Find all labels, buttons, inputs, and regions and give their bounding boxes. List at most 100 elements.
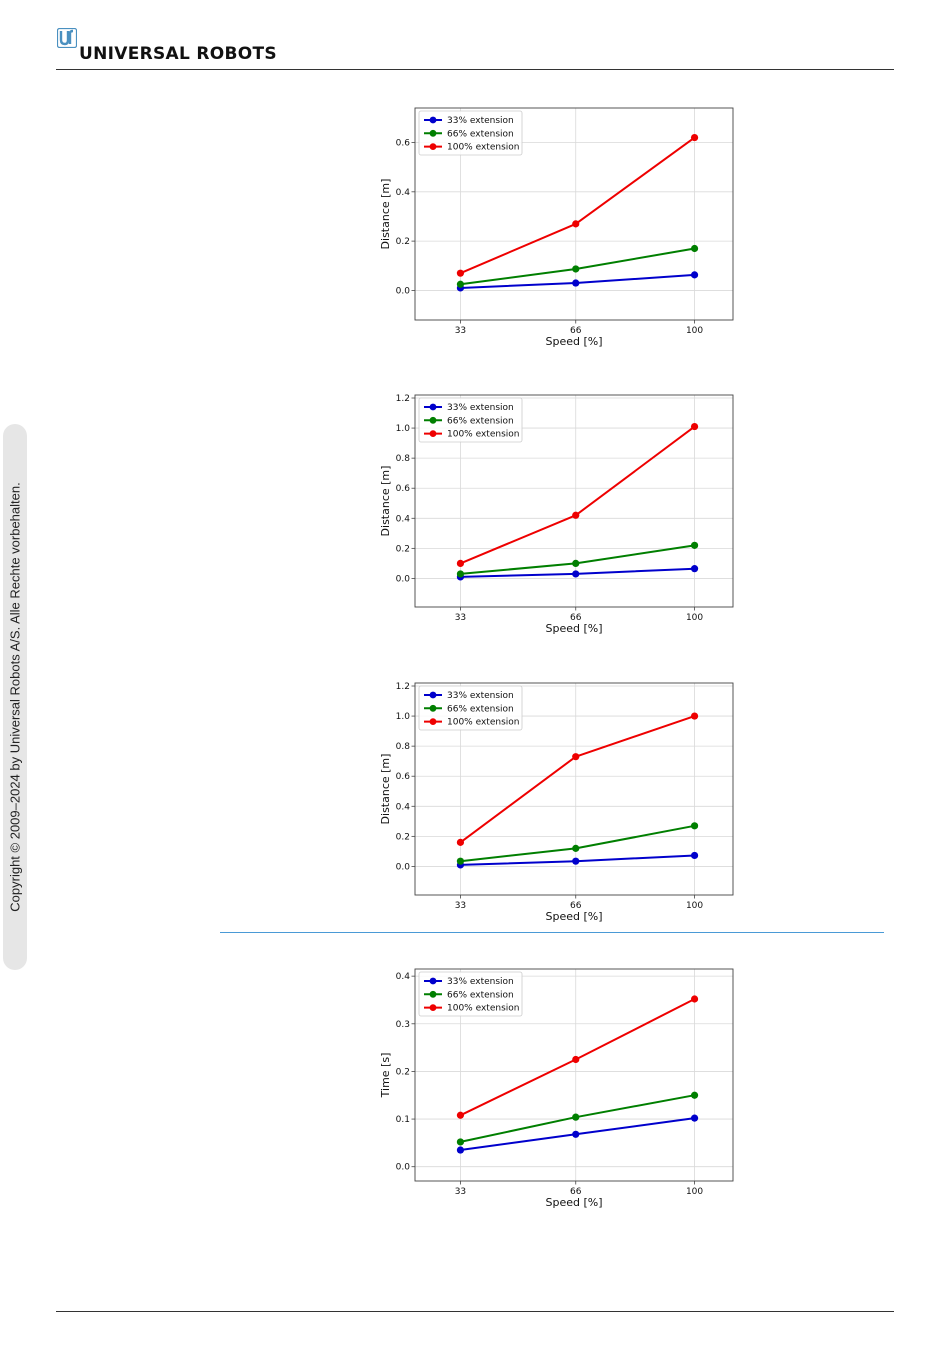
brand-name: UNIVERSAL ROBOTS (79, 44, 277, 64)
chart-1-ytick-label-1: 0.2 (396, 237, 410, 247)
chart-4-series-0-point-2 (690, 1114, 699, 1122)
chart-3-series-2-point-0 (456, 838, 465, 846)
chart-2-plot-frame (414, 394, 734, 608)
chart-2-xtick-label-2: 100 (686, 613, 703, 623)
chart-2-ytick-label-4: 0.8 (396, 454, 411, 464)
chart-1-plot-frame (414, 107, 734, 321)
chart-4-svg: 0.0 0.1 0.2 0.3 0.4 33 66 100 Speed [%] Time [s] 3… (379, 968, 734, 1209)
chart-3-ytick-label-5: 1.0 (396, 712, 411, 722)
chart-4-legend-marker-1 (429, 990, 437, 998)
chart-2-ylabel: Distance [m] (379, 466, 392, 537)
chart-4-series-2-point-1 (572, 1055, 580, 1064)
chart-4-ytick-label-3: 0.3 (396, 1020, 410, 1030)
chart-4-legend-label-2: 100% extension (447, 1004, 519, 1014)
chart-1-series-2-point-1 (572, 220, 580, 228)
chart-1: 0.0 0.2 0.4 0.6 33 66 100 Speed [%] Distance [m]… (370, 100, 750, 350)
chart-4-plot-frame (414, 968, 734, 1182)
footer-divider (56, 1311, 894, 1312)
chart-4-xtick-label-1: 66 (570, 1187, 582, 1197)
chart-1-xlabel: Speed [%] (545, 335, 602, 348)
chart-4: 0.0 0.1 0.2 0.3 0.4 33 66 100 Speed [%] Time [s] 3… (370, 961, 750, 1211)
chart-1-legend-marker-1 (429, 129, 437, 137)
chart-1-legend-label-0: 33% extension (447, 116, 514, 126)
chart-4-ytick-label-0: 0.0 (396, 1163, 411, 1173)
chart-1-legend (418, 110, 523, 156)
chart-3-legend-label-1: 66% extension (447, 704, 514, 714)
chart-1-legend-marker-0 (429, 116, 437, 124)
chart-2-series-1-point-0 (456, 570, 465, 578)
chart-3-series-1-point-0 (456, 857, 465, 865)
chart-4-legend-label-1: 66% extension (447, 990, 514, 1000)
chart-3-legend (418, 685, 523, 731)
chart-4-series-1-point-1 (572, 1113, 580, 1121)
chart-3-series-1-point-2 (690, 822, 699, 830)
chart-2-ytick-label-0: 0.0 (396, 574, 411, 584)
chart-3-legend-label-0: 33% extension (447, 691, 514, 701)
chart-4-xtick-label-2: 100 (686, 1187, 703, 1197)
chart-1-ytick-label-2: 0.4 (396, 188, 411, 198)
chart-4-legend-marker-0 (429, 977, 437, 985)
chart-1-xtick-label-1: 66 (570, 326, 582, 336)
chart-3-series-1-point-1 (572, 844, 580, 852)
chart-1-series-2-point-0 (456, 269, 465, 277)
chart-2-legend-marker-2 (429, 430, 437, 437)
chart-3-ytick-label-4: 0.8 (396, 742, 411, 752)
chart-4-series-2-point-2 (690, 995, 699, 1003)
chart-1-series-1-point-1 (572, 265, 580, 273)
chart-4-legend (418, 971, 523, 1017)
chart-3-ylabel: Distance [m] (379, 754, 392, 825)
chart-3-svg: 0.0 0.2 0.4 0.6 0.8 1.0 1.2 33 66 100 Speed [%] Dis… (379, 682, 734, 923)
chart-1-legend-label-1: 66% extension (447, 129, 514, 139)
chart-2-xlabel: Speed [%] (545, 622, 602, 635)
chart-4-xtick-label-0: 33 (455, 1187, 466, 1197)
ur-logo-icon (57, 28, 77, 48)
chart-3-legend-label-2: 100% extension (447, 718, 519, 728)
chart-1-ytick-label-0: 0.0 (396, 286, 411, 296)
chart-2-legend (418, 397, 523, 443)
chart-4-legend-marker-2 (429, 1004, 437, 1011)
chart-2-xtick-label-1: 66 (570, 613, 582, 623)
chart-3-xtick-label-1: 66 (570, 901, 582, 911)
chart-2-legend-label-2: 100% extension (447, 430, 519, 440)
chart-4-ytick-label-1: 0.1 (396, 1115, 410, 1125)
chart-3-xtick-label-2: 100 (686, 901, 703, 911)
brand-logo: UNIVERSAL ROBOTS (57, 28, 317, 64)
chart-2-series-2-point-1 (572, 511, 580, 519)
chart-2: 0.0 0.2 0.4 0.6 0.8 1.0 1.2 33 66 100 Speed [%] Dis… (370, 387, 750, 637)
chart-4-series-2-point-0 (456, 1111, 465, 1119)
chart-2-legend-label-1: 66% extension (447, 416, 514, 426)
chart-2-series-0-point-2 (690, 565, 699, 573)
chart-3-legend-marker-2 (429, 718, 437, 725)
chart-1-legend-marker-2 (429, 143, 437, 150)
chart-2-ytick-label-5: 1.0 (396, 424, 411, 434)
chart-1-series-0-point-2 (690, 271, 699, 279)
chart-1-xtick-label-2: 100 (686, 326, 703, 336)
chart-3-series-0-point-1 (572, 857, 580, 865)
chart-2-legend-label-0: 33% extension (447, 403, 514, 413)
chart-2-legend-marker-1 (429, 416, 437, 424)
copyright-text: Copyright © 2009–2024 by Universal Robot… (7, 482, 23, 912)
chart-2-ytick-label-1: 0.2 (396, 544, 410, 554)
chart-2-legend-marker-0 (429, 403, 437, 411)
chart-1-series-2-line (460, 136, 696, 275)
section-divider (220, 932, 884, 933)
chart-3-legend-marker-1 (429, 704, 437, 712)
chart-3-ytick-label-2: 0.4 (396, 802, 411, 812)
chart-1-xtick-label-0: 33 (455, 326, 466, 336)
chart-4-xlabel: Speed [%] (545, 1196, 602, 1209)
chart-3-ytick-label-6: 1.2 (396, 682, 410, 692)
chart-3-series-2-point-1 (572, 753, 580, 761)
chart-2-svg: 0.0 0.2 0.4 0.6 0.8 1.0 1.2 33 66 100 Speed [%] Dis… (379, 394, 734, 635)
chart-2-ytick-label-3: 0.6 (396, 484, 411, 494)
chart-3: 0.0 0.2 0.4 0.6 0.8 1.0 1.2 33 66 100 Speed [%] Dis… (370, 675, 750, 925)
chart-3-ytick-label-0: 0.0 (396, 862, 411, 872)
chart-3-ytick-label-3: 0.6 (396, 772, 411, 782)
chart-1-svg: 0.0 0.2 0.4 0.6 33 66 100 Speed [%] Distance [m]… (379, 107, 734, 348)
chart-2-series-2-point-2 (690, 422, 699, 431)
chart-4-series-0-point-1 (572, 1130, 580, 1138)
chart-1-legend-label-2: 100% extension (447, 143, 519, 153)
chart-3-series-2-point-2 (690, 712, 699, 720)
chart-3-legend-marker-0 (429, 691, 437, 699)
chart-4-series-1-point-0 (456, 1138, 465, 1146)
chart-1-series-1-point-2 (690, 244, 699, 253)
